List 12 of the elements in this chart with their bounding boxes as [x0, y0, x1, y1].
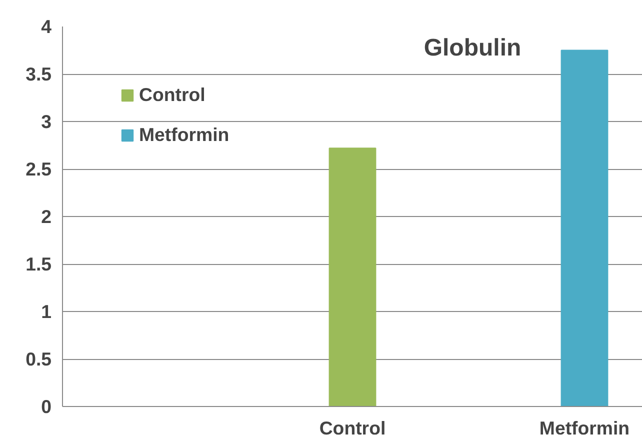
y-tick-label: 2.5 [26, 158, 52, 180]
legend-label: Metformin [139, 124, 230, 146]
y-tick-label: 1 [41, 301, 52, 322]
y-tick-label: 4 [41, 16, 52, 37]
legend-label: Control [139, 84, 206, 106]
y-tick-label: 2 [41, 206, 52, 227]
y-tick-label: 0.5 [26, 348, 52, 370]
chart-title: Globulin [424, 34, 522, 62]
y-tick-label: 0 [41, 396, 52, 417]
y-tick-label: 1.5 [26, 254, 52, 274]
y-tick-label: 3 [41, 111, 52, 132]
y-tick-label: 3.5 [26, 64, 52, 84]
